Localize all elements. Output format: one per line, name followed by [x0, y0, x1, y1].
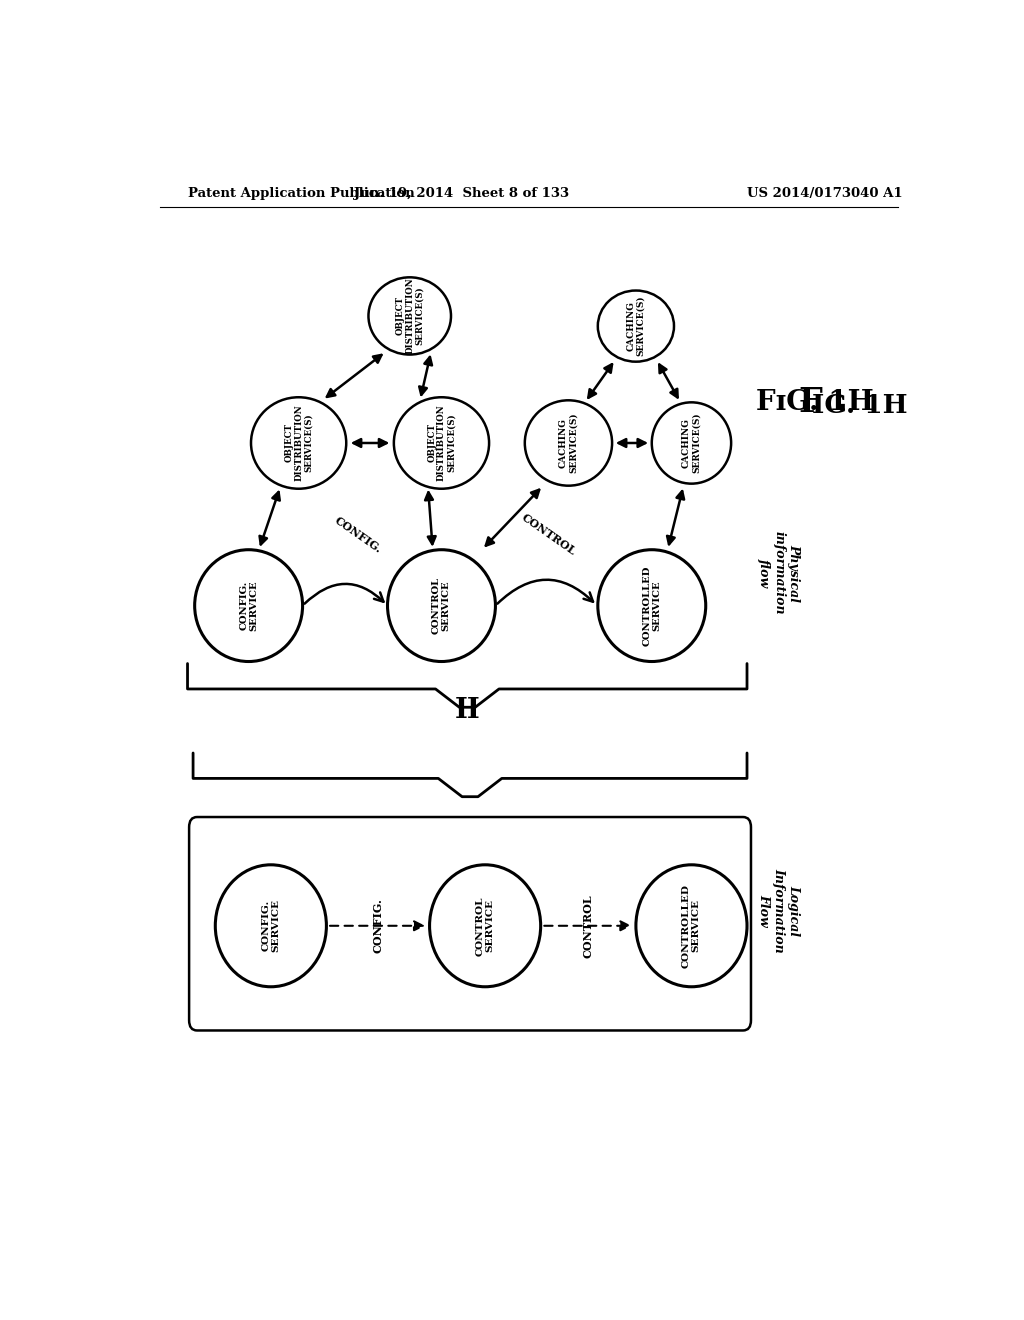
Text: CONTROLLED
SERVICE: CONTROLLED SERVICE — [642, 565, 662, 645]
Text: CONFIG.
SERVICE: CONFIG. SERVICE — [240, 581, 258, 631]
Ellipse shape — [195, 549, 303, 661]
Text: CONTROL
SERVICE: CONTROL SERVICE — [476, 896, 495, 956]
Text: II: II — [455, 697, 480, 723]
Text: US 2014/0173040 A1: US 2014/0173040 A1 — [748, 187, 902, 201]
Ellipse shape — [215, 865, 327, 987]
Text: Patent Application Publication: Patent Application Publication — [187, 187, 415, 201]
Text: CONTROL
SERVICE: CONTROL SERVICE — [432, 577, 451, 634]
Ellipse shape — [525, 400, 612, 486]
Ellipse shape — [636, 865, 748, 987]
Text: CACHING
SERVICE(S): CACHING SERVICE(S) — [559, 413, 578, 474]
Text: OBJECT
DISTRIBUTION
SERVICE(S): OBJECT DISTRIBUTION SERVICE(S) — [285, 405, 312, 482]
Text: CONFIG.: CONFIG. — [333, 515, 384, 554]
FancyBboxPatch shape — [189, 817, 751, 1031]
Ellipse shape — [369, 277, 451, 355]
Text: Jun. 19, 2014  Sheet 8 of 133: Jun. 19, 2014 Sheet 8 of 133 — [353, 187, 569, 201]
Text: CONTROL: CONTROL — [519, 512, 578, 557]
Text: CONTROL: CONTROL — [583, 894, 594, 957]
Text: Physical
information
flow: Physical information flow — [758, 531, 800, 615]
Text: FɪG. 1H: FɪG. 1H — [756, 389, 873, 416]
Text: CONTROLLED
SERVICE: CONTROLLED SERVICE — [682, 884, 700, 968]
Ellipse shape — [251, 397, 346, 488]
Ellipse shape — [430, 865, 541, 987]
Ellipse shape — [394, 397, 489, 488]
Text: F: F — [799, 385, 822, 418]
Text: Logical
Information
Flow: Logical Information Flow — [758, 869, 800, 953]
Text: OBJECT
DISTRIBUTION
SERVICE(S): OBJECT DISTRIBUTION SERVICE(S) — [395, 277, 424, 354]
Ellipse shape — [598, 549, 706, 661]
Ellipse shape — [387, 549, 496, 661]
Text: OBJECT
DISTRIBUTION
SERVICE(S): OBJECT DISTRIBUTION SERVICE(S) — [427, 405, 456, 482]
Text: CONFIG.
SERVICE: CONFIG. SERVICE — [261, 899, 281, 952]
Text: CONFIG.: CONFIG. — [373, 899, 383, 953]
Ellipse shape — [652, 403, 731, 483]
Ellipse shape — [598, 290, 674, 362]
Text: IG. 1H: IG. 1H — [812, 393, 907, 418]
Text: CACHING
SERVICE(S): CACHING SERVICE(S) — [682, 413, 700, 474]
Text: CACHING
SERVICE(S): CACHING SERVICE(S) — [627, 296, 645, 356]
